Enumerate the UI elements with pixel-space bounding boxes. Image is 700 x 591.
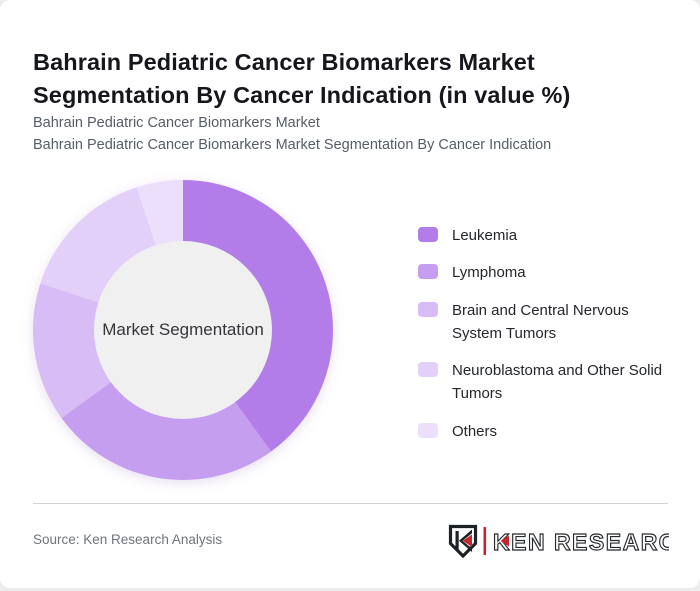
ken-research-logo: KEN RESEARCH (448, 524, 669, 558)
legend-item[interactable]: Brain and Central Nervous System Tumors (418, 299, 670, 346)
legend-label: Brain and Central Nervous System Tumors (452, 301, 629, 342)
legend-item[interactable]: Leukemia (418, 224, 670, 247)
legend-item[interactable]: Lymphoma (418, 261, 670, 284)
page-title: Bahrain Pediatric Cancer Biomarkers Mark… (33, 48, 571, 108)
legend-item[interactable]: Others (418, 420, 670, 443)
subtitle-block: Bahrain Pediatric Cancer Biomarkers Mark… (33, 112, 551, 157)
legend-item[interactable]: Neuroblastoma and Other Solid Tumors (418, 359, 670, 406)
shield-k-icon (448, 524, 478, 558)
legend-label: Leukemia (452, 227, 518, 244)
legend-swatch (418, 227, 438, 242)
donut-center-label: Market Segmentation (102, 320, 264, 339)
legend: Leukemia Lymphoma Brain and Central Nervou… (418, 224, 670, 443)
logo-wordmark: KEN RESEARCH (493, 529, 669, 555)
footer-divider (33, 503, 668, 504)
source-text: Source: Ken Research Analysis (33, 532, 223, 547)
subtitle-line-1: Bahrain Pediatric Cancer Biomarkers Mark… (33, 115, 320, 131)
legend-swatch (418, 362, 438, 377)
legend-label: Neuroblastoma and Other Solid Tumors (452, 362, 663, 403)
subtitle-line-2: Bahrain Pediatric Cancer Biomarkers Mark… (33, 137, 552, 154)
donut-chart-area: Market Segmentation (33, 180, 333, 480)
legend-label: Lymphoma (452, 264, 526, 282)
legend-swatch (418, 301, 438, 317)
donut-hole: Market Segmentation (94, 241, 272, 419)
legend-label: Others (452, 422, 498, 440)
legend-swatch (418, 422, 438, 438)
logo-divider-bar (483, 527, 487, 555)
legend-swatch (418, 264, 438, 280)
logo-k-triangle (500, 535, 509, 547)
